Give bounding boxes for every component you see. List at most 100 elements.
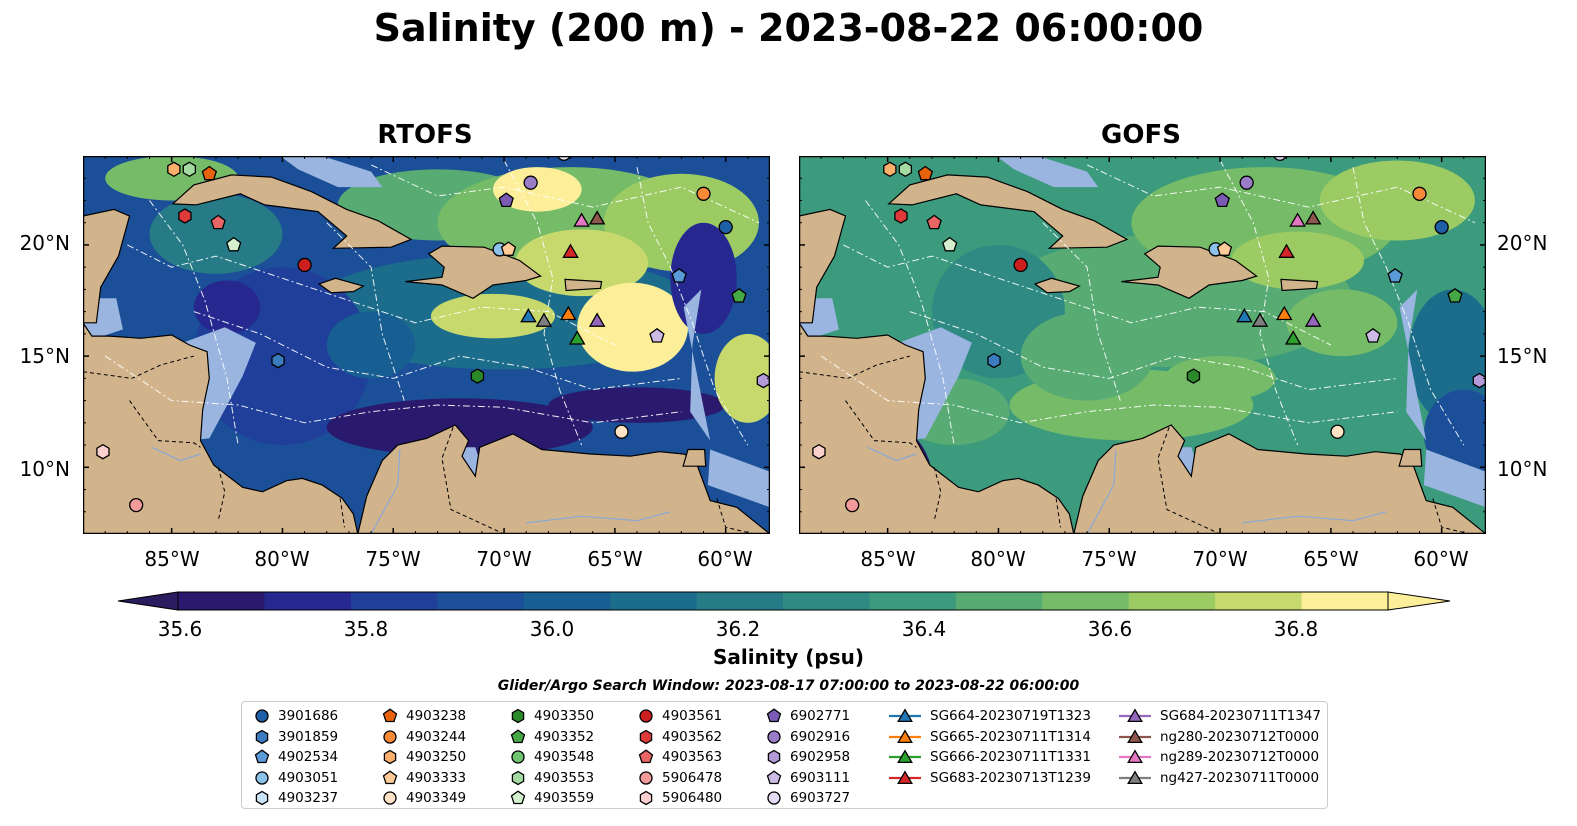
land-central-america — [83, 321, 359, 534]
legend-item: SG664-20230719T1323 — [888, 706, 1091, 727]
shelf-orinoco-shelf — [707, 449, 770, 508]
marker-4902534 — [1387, 267, 1403, 283]
legend-item-label: 4903350 — [534, 708, 595, 725]
legend-triangle-SG664-20230719T1323 — [897, 708, 913, 723]
river — [867, 446, 917, 462]
legend-item-label: 4903561 — [662, 708, 723, 725]
map-frame — [83, 156, 770, 534]
legend-item-label: 4903548 — [534, 749, 595, 766]
marker-4903350 — [1186, 368, 1201, 384]
eez-boundary — [1352, 167, 1465, 446]
land-cuba — [887, 174, 1129, 249]
marker-4903333 — [500, 241, 517, 256]
land-trinidad — [1398, 448, 1423, 467]
legend-column: 4903561 4903562 4903563 5906478 5906480 — [638, 706, 722, 809]
eez-boundary — [1219, 160, 1299, 446]
legend-marker-6903727 — [767, 791, 781, 805]
colorbar-tick-35-8: 35.8 — [343, 617, 389, 641]
y-tick-right-10n: 10°N — [1497, 457, 1548, 481]
legend-item-label: 6903111 — [790, 769, 851, 786]
y-tick-right-15n: 15°N — [1497, 344, 1548, 368]
x-tick-gofs-85w: 85°W — [860, 547, 916, 571]
legend-marker-4903352 — [510, 729, 526, 743]
legend-item: 6902771 — [766, 706, 850, 727]
marker-SG666-20230711T1331 — [568, 330, 586, 345]
legend-symbol-6902771 — [766, 708, 782, 723]
legend-marker-SG665-20230711T1314 — [889, 729, 921, 743]
colorbar-tick-36-8: 36.8 — [1273, 617, 1319, 641]
land-south-america — [357, 424, 770, 534]
river — [370, 449, 401, 534]
shelf-windward-shelf — [1399, 289, 1427, 441]
legend-triangle-ng289-20230712T0000 — [1127, 749, 1143, 764]
legend-item: 4903250 — [382, 747, 466, 768]
legend-title: Glider/Argo Search Window: 2023-08-17 07… — [497, 678, 1080, 694]
marker-4903250 — [883, 161, 897, 178]
x-tick-rtofs-85w: 85°W — [144, 547, 200, 571]
marker-ng280-20230712T0000 — [588, 210, 606, 225]
y-tick-left-15n: 15°N — [19, 344, 70, 368]
legend-marker-ng289-20230712T0000 — [1119, 749, 1151, 764]
legend-item-label: SG664-20230719T1323 — [930, 708, 1091, 725]
marker-SG665-20230711T1314 — [1275, 305, 1293, 321]
legend-item: 3901686 — [254, 706, 338, 727]
legend-item-label: 4903559 — [534, 790, 595, 807]
salinity-patch — [193, 280, 261, 334]
colorbar-tick-36-0: 36.0 — [529, 617, 575, 641]
marker-6903111 — [649, 327, 665, 343]
legend-item: 5906480 — [638, 788, 722, 809]
land-jamaica — [1033, 277, 1081, 294]
legend-symbol-6902916 — [767, 730, 781, 744]
country-border — [799, 355, 910, 379]
legend-symbol-4903238 — [382, 708, 398, 723]
legend-item: 4903237 — [254, 788, 338, 809]
legend-item-label: 4903349 — [406, 790, 467, 807]
legend-item-label: 4903244 — [406, 728, 467, 745]
legend-symbol-4903563 — [638, 749, 654, 764]
eez-boundary — [127, 244, 616, 346]
legend-symbol-4903548 — [511, 750, 525, 764]
legend-symbol-4903333 — [382, 770, 398, 784]
legend-symbol-4902534 — [254, 749, 270, 764]
legend-marker-SG683-20230713T1239 — [889, 770, 921, 784]
legend-marker-6902916 — [767, 730, 781, 744]
legend-marker-4903237 — [255, 790, 269, 806]
country-border — [441, 427, 558, 534]
country-border — [129, 400, 201, 448]
country-border — [217, 467, 226, 521]
marker-SG665-20230711T1314 — [559, 305, 577, 321]
x-tick-gofs-75w: 75°W — [1081, 547, 1137, 571]
panel-title-gofs: GOFS — [1101, 120, 1181, 150]
legend-item-label: SG684-20230711T1347 — [1160, 708, 1321, 725]
legend-item-label: 3901859 — [278, 728, 339, 745]
gofs-salinity-map — [799, 156, 1486, 534]
legend-symbol-4903350 — [511, 708, 525, 724]
colorbar-bin — [1301, 592, 1389, 610]
legend-item-label: 4903563 — [662, 749, 723, 766]
legend-marker-4903563 — [638, 749, 654, 764]
legend-marker-SG664-20230719T1323 — [889, 708, 921, 723]
legend-item: 6903111 — [766, 768, 850, 789]
legend-symbol-4903561 — [639, 709, 653, 723]
legend-triangle-SG683-20230713T1239 — [897, 770, 913, 784]
legend-item: 6902916 — [766, 727, 850, 748]
legend-triangle-SG666-20230711T1331 — [897, 749, 913, 764]
legend-item-label: 4902534 — [278, 749, 339, 766]
marker-4903563 — [926, 214, 942, 230]
country-border — [1055, 498, 1061, 528]
legend-marker-4903548 — [511, 750, 525, 764]
land-trinidad — [682, 448, 707, 467]
colorbar-bin — [696, 592, 784, 610]
legend-item: 4903352 — [510, 727, 594, 748]
legend-column: 4903238 4903244 4903250 4903333 4903349 — [382, 706, 466, 809]
legend-item-label: 4903553 — [534, 769, 595, 786]
marker-ng427-20230711T0000 — [1251, 312, 1269, 327]
marker-4903352 — [1447, 287, 1463, 303]
map-frame — [799, 156, 1486, 534]
legend-item-label: 4903333 — [406, 769, 467, 786]
marker-3901859 — [271, 352, 285, 369]
land-cuba — [171, 174, 413, 249]
legend-item: SG665-20230711T1314 — [888, 727, 1091, 748]
marker-4903244 — [696, 186, 711, 201]
legend-symbol-4903237 — [255, 790, 269, 806]
